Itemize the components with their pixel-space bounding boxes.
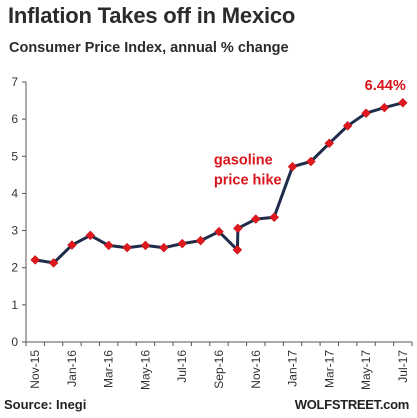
data-point — [397, 97, 408, 108]
data-point — [85, 230, 96, 241]
credit-note: WOLFSTREET.com — [294, 397, 410, 412]
data-point — [103, 240, 114, 251]
x-tick-label: Jul-17 — [396, 350, 410, 383]
axes — [25, 82, 412, 343]
series — [30, 97, 408, 268]
y-tick-label: 7 — [11, 75, 18, 89]
data-point — [232, 245, 243, 255]
y-tick-label: 4 — [11, 186, 18, 200]
data-point — [233, 223, 243, 234]
y-tick-label: 1 — [11, 298, 18, 312]
data-point — [250, 214, 261, 224]
chart-subtitle: Consumer Price Index, annual % change — [9, 40, 289, 56]
data-point — [361, 108, 371, 119]
data-point — [177, 238, 188, 249]
data-point — [269, 212, 279, 223]
x-tick-label: Jul-16 — [175, 350, 189, 383]
y-tick-label: 5 — [11, 149, 18, 163]
x-tick-label: Mar-16 — [102, 350, 116, 388]
data-point — [379, 102, 390, 113]
data-point — [159, 242, 169, 253]
data-point — [67, 240, 77, 250]
data-point — [306, 156, 316, 167]
data-point — [30, 255, 41, 265]
data-point — [140, 240, 151, 251]
x-tick-label: Jan-16 — [65, 350, 79, 387]
annotations: 6.44% gasoline price hike — [214, 78, 406, 189]
x-tick-label: Mar-17 — [322, 350, 336, 388]
data-point — [122, 242, 132, 253]
data-point — [214, 226, 224, 237]
x-tick-label: Nov-15 — [28, 350, 42, 389]
x-tick-label: Sep-16 — [212, 350, 226, 389]
chart-title: Inflation Takes off in Mexico — [8, 3, 296, 28]
y-tick-label: 3 — [11, 224, 18, 238]
x-tick-label: Jan-17 — [286, 350, 300, 387]
annotation-gasoline-line: price hike — [214, 172, 282, 188]
data-point — [324, 138, 335, 149]
y-axis-ticks: 0 1 2 3 4 5 6 7 — [11, 75, 26, 349]
y-tick-label: 2 — [11, 261, 18, 275]
y-tick-label: 0 — [11, 335, 18, 349]
x-tick-label: May-17 — [359, 350, 373, 390]
annotation-last-value: 6.44% — [365, 78, 406, 94]
x-tick-label: Nov-16 — [249, 350, 263, 389]
data-point — [342, 120, 353, 131]
source-note: Source: Inegi — [4, 397, 87, 412]
data-point — [195, 235, 206, 246]
data-point — [287, 161, 298, 172]
x-axis-ticks: Nov-15 Jan-16 Mar-16 May-16 Jul-16 Sep-16 Nov-… — [25, 342, 413, 390]
x-tick-label: May-16 — [138, 350, 152, 390]
y-tick-label: 6 — [11, 112, 18, 126]
data-point — [48, 258, 59, 268]
annotation-gasoline-line: gasoline — [214, 152, 273, 168]
series-line — [34, 101, 404, 265]
